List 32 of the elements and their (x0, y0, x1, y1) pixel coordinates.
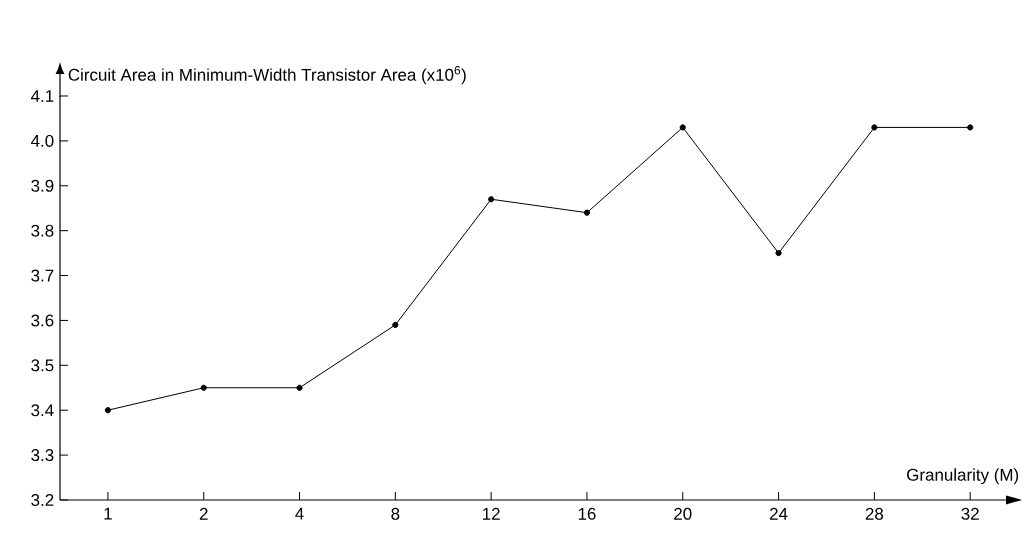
y-tick-label: 3.6 (31, 314, 54, 327)
x-tick-label: 20 (674, 507, 692, 520)
point (871, 124, 878, 131)
y-tick-label: 3.4 (31, 404, 54, 417)
x-tick-label: 28 (865, 507, 884, 520)
y-tick-label: 3.7 (31, 269, 54, 282)
y-tick-label: 3.9 (31, 179, 54, 192)
point (200, 384, 207, 391)
x-tick-label: 1 (104, 507, 112, 520)
y-tick-label: 4.0 (31, 134, 54, 147)
point (967, 124, 974, 131)
x-tick-label: 24 (770, 507, 788, 520)
y-tick-label: 4.1 (31, 90, 54, 102)
y-tick-label: 3.5 (31, 359, 54, 372)
point (679, 124, 686, 131)
x-axis-title: Granularity (M) (907, 468, 1019, 485)
point (104, 407, 112, 414)
y-tick-label: 3.8 (31, 224, 54, 237)
point (296, 384, 303, 391)
x-tick-label: 8 (391, 507, 400, 520)
x-tick-label: 4 (295, 507, 304, 520)
x-tick-label: 2 (199, 507, 208, 520)
x-tick-label: 32 (961, 507, 979, 520)
point (392, 321, 399, 329)
point (775, 250, 782, 257)
point (488, 196, 495, 203)
y-axis-title: Circuit Area in Minimum-Width Transistor Area (x10$^{6}$) (68, 66, 466, 85)
point (583, 209, 591, 216)
y-tick-label: 3.3 (31, 449, 54, 462)
x-tick-label: 12 (483, 507, 500, 520)
x-tick-label: 16 (578, 507, 596, 520)
y-tick-label: 3.2 (31, 493, 54, 506)
